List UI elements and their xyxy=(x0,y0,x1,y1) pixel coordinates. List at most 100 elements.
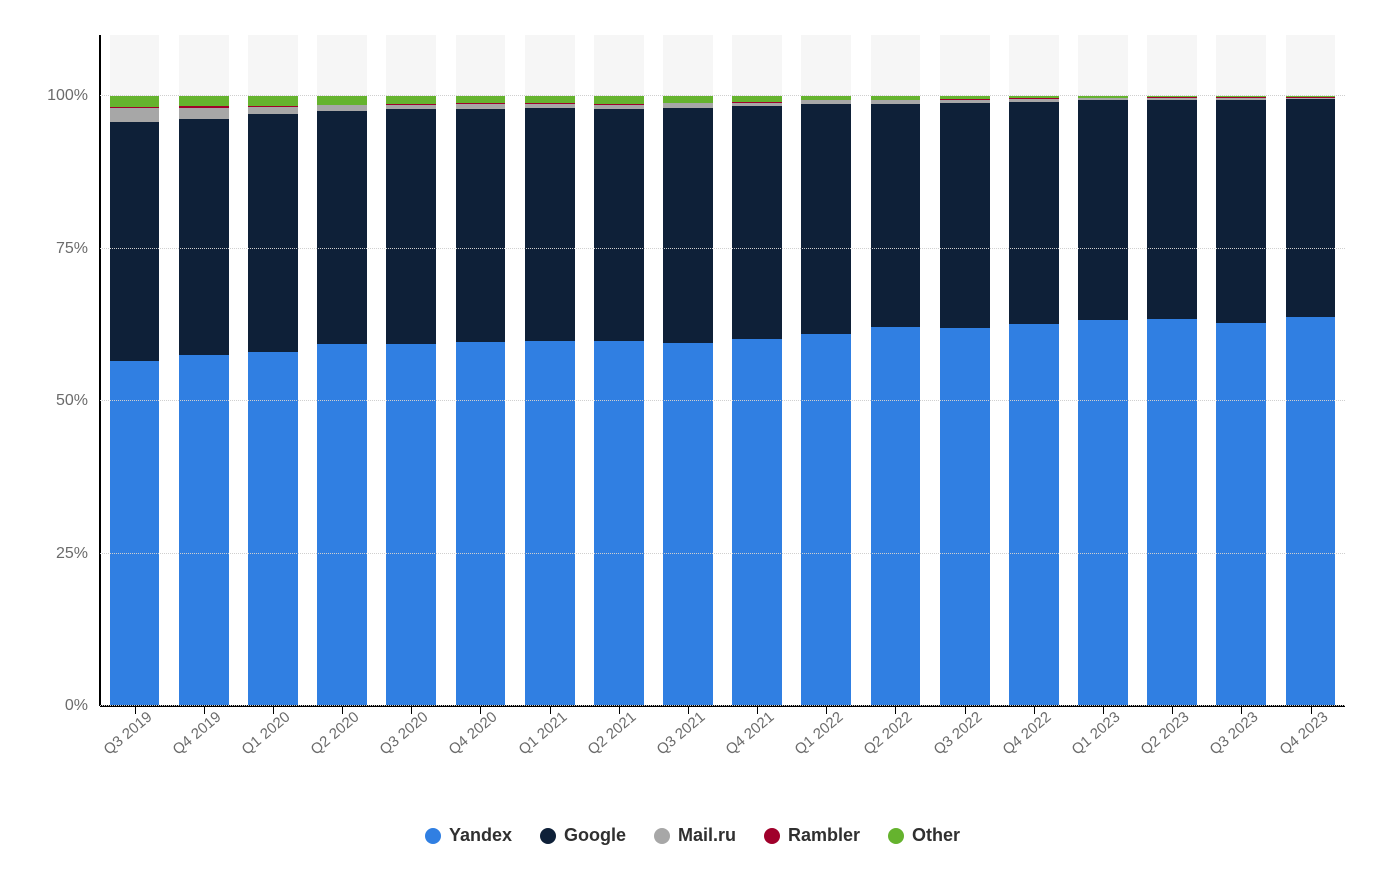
bar-segment-google[interactable] xyxy=(801,104,851,334)
bar-segment-other[interactable] xyxy=(248,96,298,106)
bar-segment-yandex[interactable] xyxy=(1286,317,1336,706)
x-tick-label: Q4 2019 xyxy=(169,708,224,758)
bar-segment-other[interactable] xyxy=(110,96,160,107)
bar-segment-google[interactable] xyxy=(386,109,436,344)
bar-segment-google[interactable] xyxy=(1147,100,1197,320)
gridline xyxy=(100,400,1345,401)
bar-segment-google[interactable] xyxy=(1286,99,1336,317)
legend-item-rambler[interactable]: Rambler xyxy=(764,825,860,846)
bar-slot: Q2 2022 xyxy=(861,35,930,706)
stacked-bar[interactable] xyxy=(248,96,298,706)
stacked-bar[interactable] xyxy=(801,96,851,706)
legend-label: Rambler xyxy=(788,825,860,846)
bar-segment-other[interactable] xyxy=(317,96,367,105)
x-tick xyxy=(135,706,136,714)
bar-segment-yandex[interactable] xyxy=(940,328,990,706)
stacked-bar[interactable] xyxy=(1216,96,1266,706)
stacked-bar[interactable] xyxy=(456,96,506,706)
stacked-bar[interactable] xyxy=(525,96,575,706)
x-tick xyxy=(1172,706,1173,714)
bar-segment-yandex[interactable] xyxy=(594,341,644,706)
bar-segment-other[interactable] xyxy=(456,96,506,103)
legend: Yandex Google Mail.ru Rambler Other xyxy=(0,825,1385,846)
legend-label: Mail.ru xyxy=(678,825,736,846)
bar-segment-google[interactable] xyxy=(871,104,921,327)
bar-segment-yandex[interactable] xyxy=(1009,324,1059,706)
x-tick xyxy=(480,706,481,714)
bar-segment-mailru[interactable] xyxy=(179,108,229,119)
bar-segment-google[interactable] xyxy=(525,108,575,341)
bars-container: Q3 2019Q4 2019Q1 2020Q2 2020Q3 2020Q4 20… xyxy=(100,35,1345,706)
bar-segment-mailru[interactable] xyxy=(110,108,160,121)
bar-segment-google[interactable] xyxy=(594,109,644,341)
x-tick-label: Q3 2019 xyxy=(100,708,155,758)
chart-container: Q3 2019Q4 2019Q1 2020Q2 2020Q3 2020Q4 20… xyxy=(0,0,1385,876)
bar-segment-google[interactable] xyxy=(317,111,367,344)
bar-segment-yandex[interactable] xyxy=(801,334,851,706)
bar-slot: Q1 2020 xyxy=(238,35,307,706)
bar-segment-other[interactable] xyxy=(663,96,713,103)
stacked-bar[interactable] xyxy=(179,96,229,706)
stacked-bar[interactable] xyxy=(1078,96,1128,706)
bar-segment-google[interactable] xyxy=(1078,100,1128,320)
bar-segment-yandex[interactable] xyxy=(317,344,367,706)
bar-segment-google[interactable] xyxy=(248,114,298,351)
bar-segment-google[interactable] xyxy=(1216,100,1266,323)
x-tick xyxy=(895,706,896,714)
x-tick-label: Q3 2022 xyxy=(930,708,985,758)
stacked-bar[interactable] xyxy=(871,96,921,706)
bar-segment-other[interactable] xyxy=(386,96,436,104)
x-tick-label: Q3 2023 xyxy=(1207,708,1262,758)
x-tick-label: Q2 2022 xyxy=(861,708,916,758)
bar-segment-other[interactable] xyxy=(594,96,644,104)
bar-segment-google[interactable] xyxy=(179,119,229,356)
bar-segment-other[interactable] xyxy=(179,96,229,106)
bar-segment-google[interactable] xyxy=(732,106,782,338)
x-tick-label: Q2 2020 xyxy=(308,708,363,758)
bar-segment-yandex[interactable] xyxy=(732,339,782,706)
legend-label: Google xyxy=(564,825,626,846)
legend-item-other[interactable]: Other xyxy=(888,825,960,846)
stacked-bar[interactable] xyxy=(940,96,990,706)
stacked-bar[interactable] xyxy=(1009,96,1059,706)
stacked-bar[interactable] xyxy=(110,96,160,706)
bar-segment-yandex[interactable] xyxy=(179,355,229,706)
bar-slot: Q4 2023 xyxy=(1276,35,1345,706)
bar-segment-yandex[interactable] xyxy=(871,327,921,706)
bar-slot: Q1 2023 xyxy=(1068,35,1137,706)
bar-segment-yandex[interactable] xyxy=(386,344,436,706)
x-tick xyxy=(619,706,620,714)
bar-segment-google[interactable] xyxy=(940,103,990,329)
stacked-bar[interactable] xyxy=(1286,96,1336,706)
legend-label: Yandex xyxy=(449,825,512,846)
bar-segment-yandex[interactable] xyxy=(1078,320,1128,706)
bar-segment-google[interactable] xyxy=(456,109,506,342)
plot-area: Q3 2019Q4 2019Q1 2020Q2 2020Q3 2020Q4 20… xyxy=(100,35,1345,706)
bar-segment-other[interactable] xyxy=(525,96,575,103)
stacked-bar[interactable] xyxy=(732,96,782,706)
legend-item-google[interactable]: Google xyxy=(540,825,626,846)
x-tick xyxy=(757,706,758,714)
stacked-bar[interactable] xyxy=(317,96,367,706)
legend-item-yandex[interactable]: Yandex xyxy=(425,825,512,846)
y-tick-label: 75% xyxy=(56,240,88,258)
bar-segment-google[interactable] xyxy=(663,108,713,343)
x-tick-label: Q1 2020 xyxy=(238,708,293,758)
bar-segment-google[interactable] xyxy=(110,122,160,361)
stacked-bar[interactable] xyxy=(594,96,644,706)
stacked-bar[interactable] xyxy=(1147,96,1197,706)
bar-segment-yandex[interactable] xyxy=(1216,323,1266,706)
bar-segment-yandex[interactable] xyxy=(1147,319,1197,706)
bar-segment-google[interactable] xyxy=(1009,102,1059,325)
stacked-bar[interactable] xyxy=(663,96,713,706)
bar-segment-mailru[interactable] xyxy=(248,107,298,114)
bar-segment-yandex[interactable] xyxy=(663,343,713,706)
x-tick-label: Q4 2023 xyxy=(1276,708,1331,758)
bar-segment-yandex[interactable] xyxy=(456,342,506,706)
bar-segment-yandex[interactable] xyxy=(248,352,298,706)
stacked-bar[interactable] xyxy=(386,96,436,706)
gridline xyxy=(100,248,1345,249)
bar-segment-yandex[interactable] xyxy=(110,361,160,706)
legend-item-mailru[interactable]: Mail.ru xyxy=(654,825,736,846)
bar-segment-yandex[interactable] xyxy=(525,341,575,706)
